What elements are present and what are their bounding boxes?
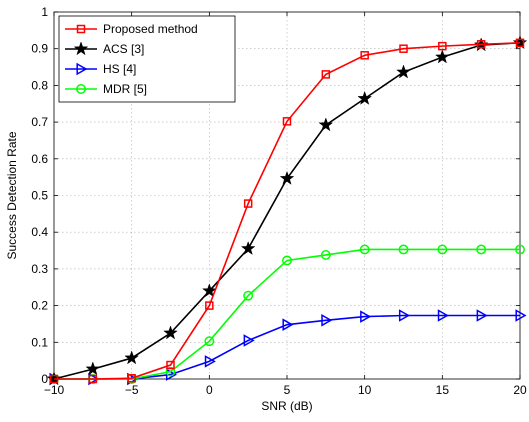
y-tick-label: 1 xyxy=(41,5,48,19)
data-point-square xyxy=(166,360,175,370)
data-point-triangle xyxy=(321,313,333,327)
y-tick-label: 0.9 xyxy=(31,42,48,56)
x-tick-label: 0 xyxy=(206,383,213,397)
data-point-triangle xyxy=(476,309,488,322)
data-point-square xyxy=(49,374,59,384)
data-point-square xyxy=(321,70,331,79)
legend-label: HS [4] xyxy=(103,62,136,76)
data-point-star xyxy=(396,64,411,79)
legend-label: ACS [3] xyxy=(103,42,144,56)
legend-box xyxy=(58,15,236,103)
legend-item: ACS [3] xyxy=(65,41,144,56)
x-tick-label: 15 xyxy=(436,383,450,397)
legend-item: HS [4] xyxy=(65,62,136,76)
data-point-square xyxy=(205,301,214,310)
data-point-square xyxy=(476,40,486,49)
data-point-circle xyxy=(76,84,86,94)
x-tick-label: −5 xyxy=(125,383,139,397)
data-point-star xyxy=(85,361,101,376)
data-point-circle xyxy=(204,336,215,347)
data-point-triangle xyxy=(243,334,255,347)
data-point-circle xyxy=(476,244,487,255)
data-point-circle xyxy=(165,366,176,377)
data-point-square xyxy=(438,41,447,51)
data-point-circle xyxy=(437,244,448,255)
legend-item: MDR [5] xyxy=(65,82,147,96)
x-tick-label: −10 xyxy=(44,383,65,397)
data-point-triangle xyxy=(282,318,294,331)
data-point-circle xyxy=(320,250,331,260)
data-point-triangle xyxy=(398,309,411,322)
x-tick-label: 5 xyxy=(284,383,291,397)
data-point-circle xyxy=(282,255,292,266)
data-point-triangle xyxy=(360,310,372,323)
data-point-star xyxy=(240,240,256,255)
data-point-square xyxy=(515,38,525,48)
data-point-triangle xyxy=(204,355,216,368)
data-point-square xyxy=(399,44,408,53)
data-point-triangle xyxy=(437,309,449,322)
series xyxy=(46,35,528,386)
data-point-circle xyxy=(398,244,409,255)
y-tick-label: 0.3 xyxy=(31,262,48,276)
data-point-circle xyxy=(243,290,254,301)
data-point-star xyxy=(434,49,450,64)
data-point-circle xyxy=(359,244,370,255)
y-tick-label: 0.4 xyxy=(31,225,48,239)
x-tick-label: 20 xyxy=(513,383,527,397)
y-tick-label: 0 xyxy=(41,372,48,386)
data-point-square xyxy=(88,374,98,384)
y-tick-label: 0.2 xyxy=(31,299,48,313)
x-tick-label: 10 xyxy=(358,383,372,397)
series-1 xyxy=(49,38,525,384)
y-tick-label: 0.8 xyxy=(31,78,48,92)
data-point-square xyxy=(127,374,136,383)
data-point-star xyxy=(201,283,217,298)
legend-label: MDR [5] xyxy=(103,82,147,96)
legend-item: Proposed method xyxy=(65,22,198,36)
x-axis-label: SNR (dB) xyxy=(261,399,312,413)
legend-label: Proposed method xyxy=(103,22,198,36)
data-point-star xyxy=(357,90,373,105)
data-point-star xyxy=(124,350,140,365)
y-tick-label: 0.5 xyxy=(31,189,48,203)
series-line xyxy=(54,42,521,380)
y-axis-label: Success Detection Rate xyxy=(5,131,19,259)
data-point-square xyxy=(76,24,86,34)
data-point-triangle xyxy=(76,62,88,76)
data-point-circle xyxy=(515,244,525,255)
data-point-star xyxy=(279,170,295,185)
data-point-square xyxy=(243,199,253,208)
data-point-square xyxy=(360,51,369,60)
data-point-square xyxy=(282,117,292,126)
data-point-star xyxy=(73,41,89,56)
y-tick-label: 0.1 xyxy=(31,335,48,349)
data-point-star xyxy=(318,117,334,132)
y-tick-label: 0.7 xyxy=(31,115,48,129)
data-point-star xyxy=(163,325,178,340)
axis-ticks: −10 −5 0 5 10 15 20 0 0.1 0.2 0.3 0.4 0.5 0.6 0.7 0.8 0.… xyxy=(31,5,527,397)
data-point-triangle xyxy=(515,309,527,322)
y-tick-label: 0.6 xyxy=(31,152,48,166)
legend: Proposed method ACS [3] HS [4] MDR [5] xyxy=(58,15,236,103)
